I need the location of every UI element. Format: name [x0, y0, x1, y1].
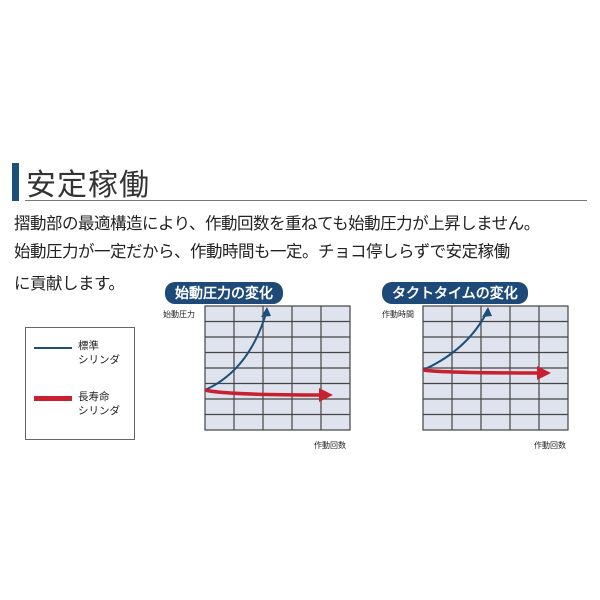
chart-2-title: タクトタイムの変化	[382, 282, 528, 304]
legend-long-life-label: 長寿命 シリンダ	[78, 391, 120, 417]
chart-1-xlabel: 作動回数	[314, 441, 346, 450]
chart-2-xlabel: 作動回数	[534, 441, 566, 450]
long-life-arrowhead	[537, 366, 551, 380]
chart-1-title: 始動圧力の変化	[165, 282, 283, 304]
long-life-line	[422, 368, 539, 375]
standard-arrowhead	[261, 307, 271, 317]
long-life-line	[204, 388, 321, 397]
body-line-3: に貢献します。	[14, 274, 125, 293]
heading-divider	[25, 200, 587, 201]
standard-curve	[204, 309, 268, 391]
heading-accent-bar	[12, 163, 19, 201]
legend-standard-line	[34, 347, 72, 349]
chart-2-plot	[422, 305, 569, 431]
body-line-2: 始動圧力が一定だから、作動時間も一定。チョコ停しらずで安定稼働	[14, 242, 510, 261]
section-title: 安定稼働	[26, 168, 150, 203]
body-line-1: 摺動部の最適構造により、作動回数を重ねても始動圧力が上昇しません。	[14, 214, 540, 233]
chart-1-plot	[204, 305, 351, 431]
legend-standard-label: 標準 シリンダ	[78, 340, 120, 366]
chart-2-ylabel: 作動時間	[382, 310, 414, 319]
standard-arrowhead	[482, 307, 492, 317]
long-life-arrowhead	[319, 388, 333, 402]
standard-curve	[422, 309, 489, 371]
legend-long-life-line	[34, 396, 72, 401]
chart-1-ylabel: 始動圧力	[163, 310, 195, 319]
legend: 標準 シリンダ 長寿命 シリンダ	[25, 327, 135, 440]
